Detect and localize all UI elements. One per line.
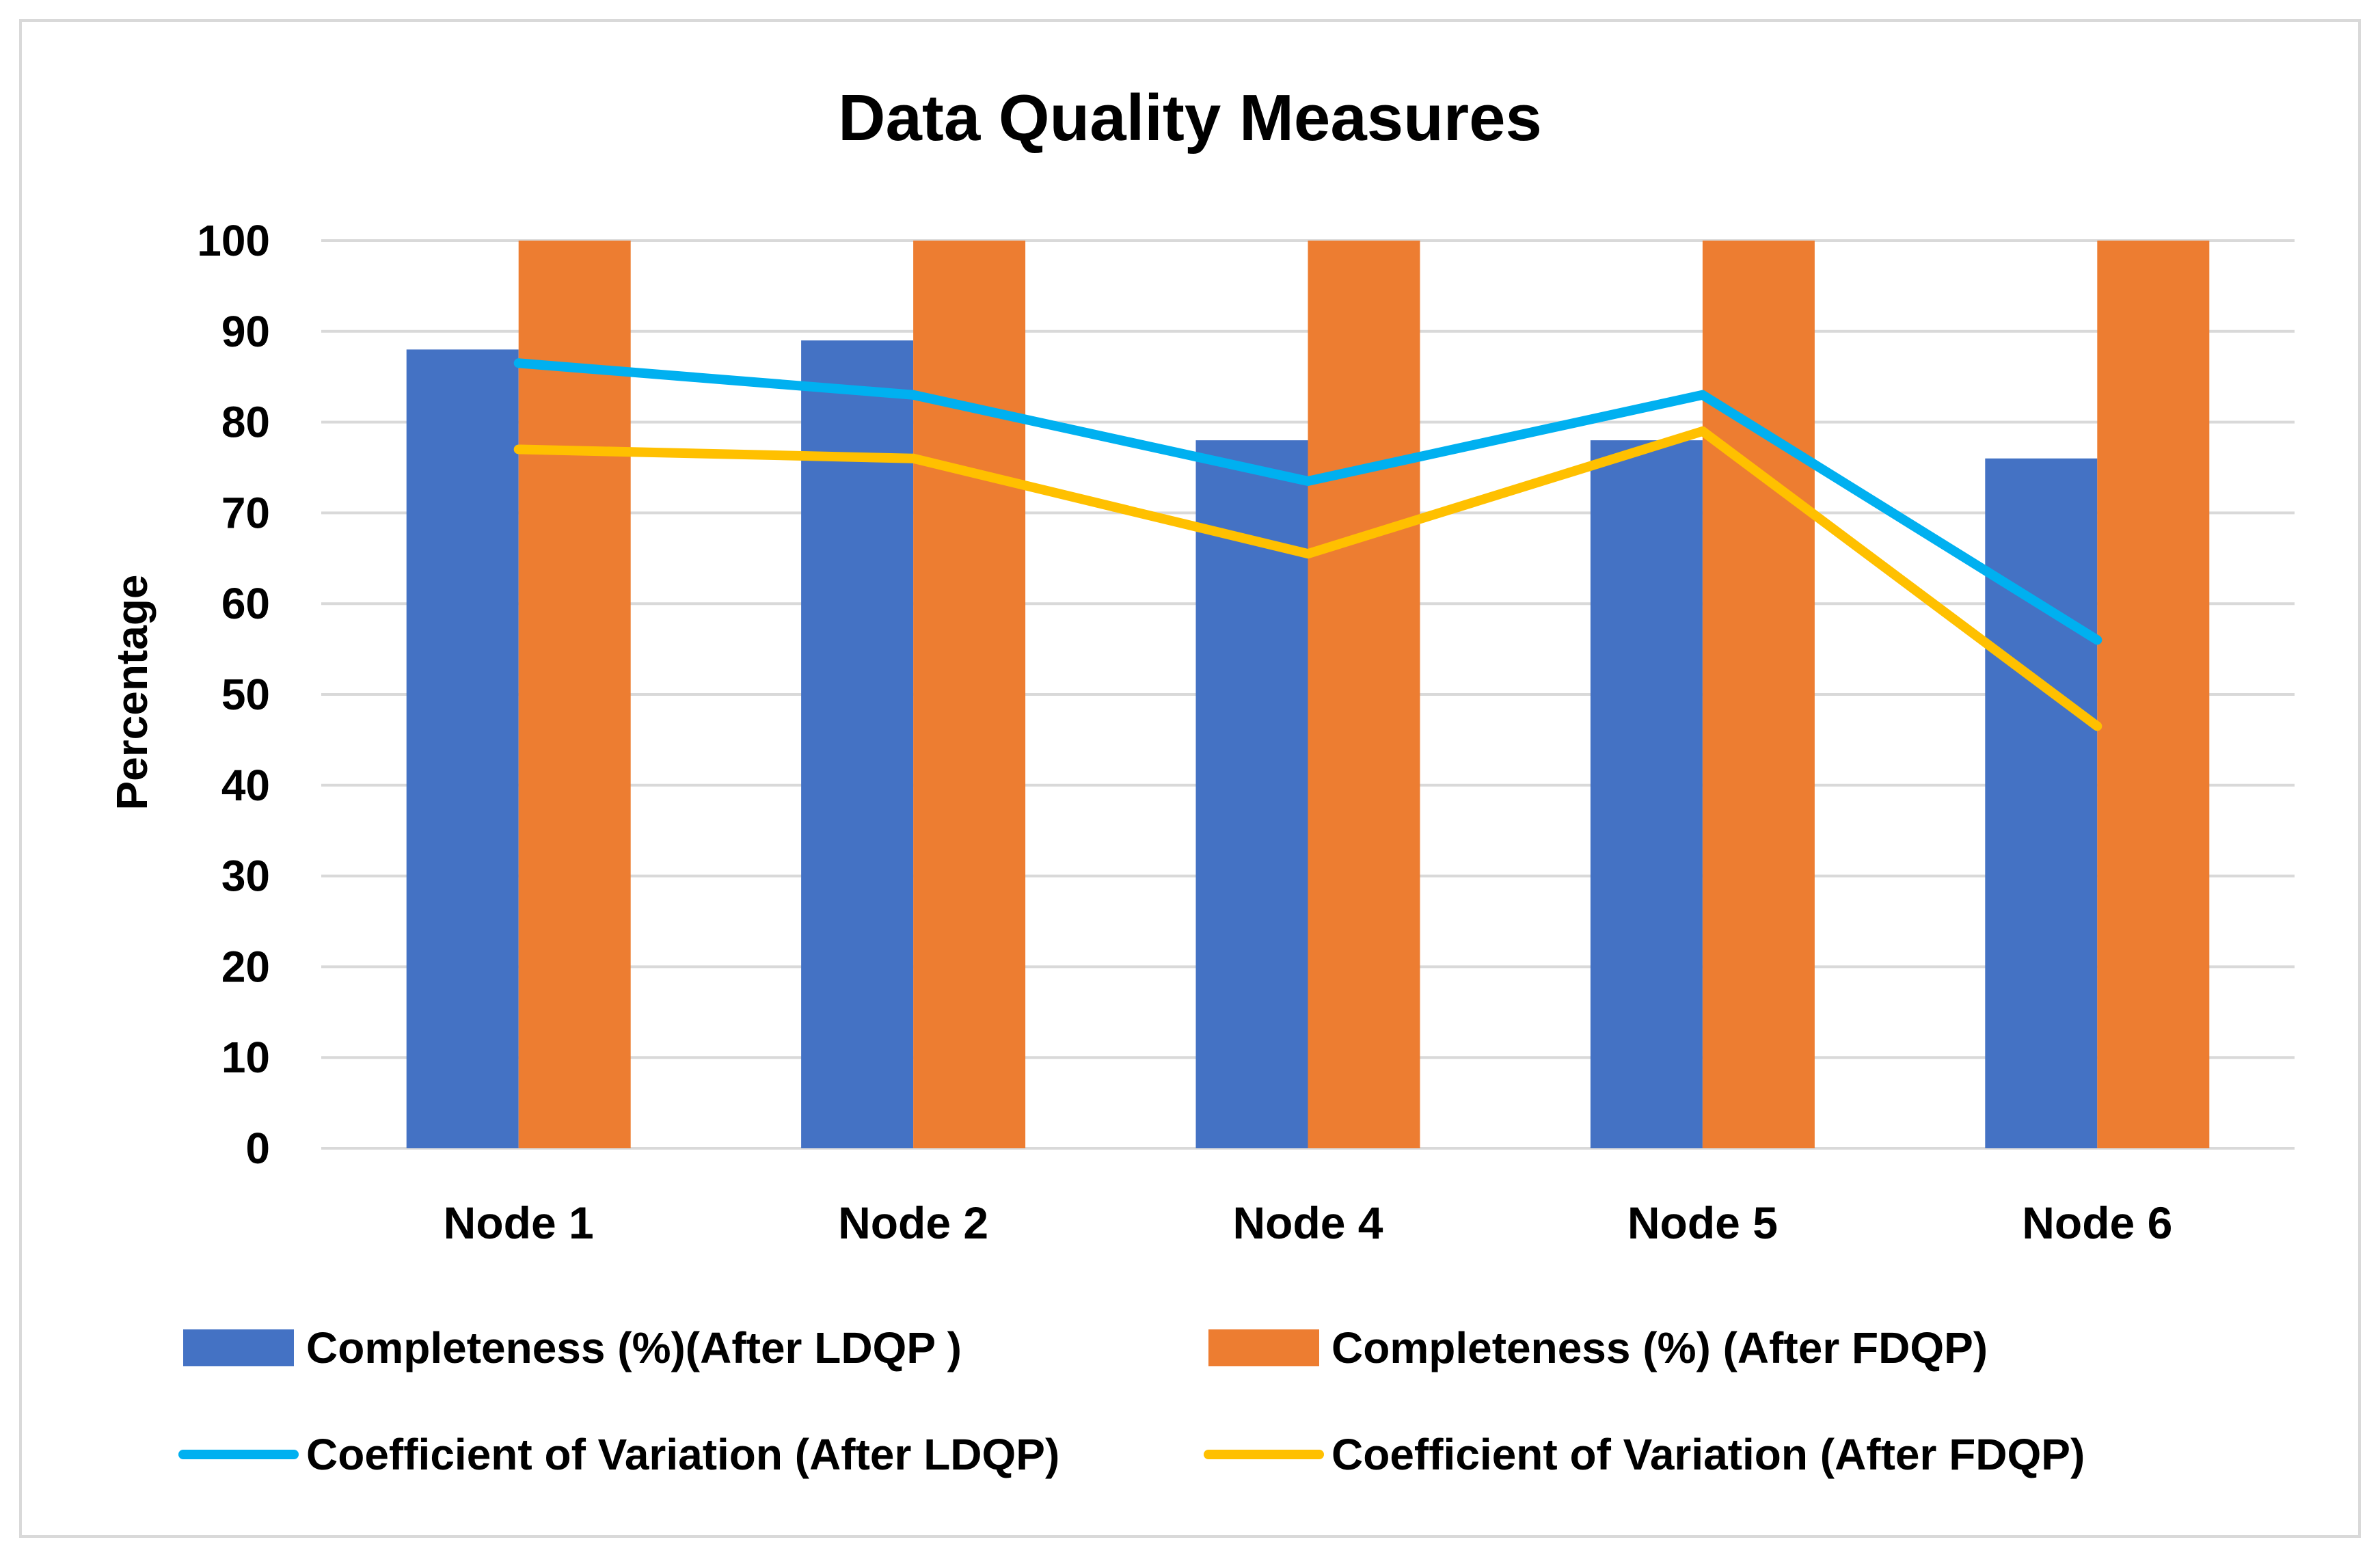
y-tick-label: 10	[221, 1033, 270, 1082]
legend-label: Completeness (%) (After FDQP)	[1331, 1323, 1988, 1372]
line-point-2-4	[2092, 635, 2102, 645]
bar-completeness-after-fdqp--3[interactable]	[1702, 241, 1815, 1148]
bar-completeness-after-fdqp--1[interactable]	[913, 241, 1026, 1148]
legend[interactable]: Completeness (%)(After LDQP ) Completenes…	[178, 1323, 2085, 1479]
y-axis-ticks: 0 10 20 30 40 50 60 70 80 90 100	[197, 216, 270, 1173]
line-point-2-1	[908, 390, 919, 400]
y-axis-label: Percentage	[107, 574, 157, 810]
y-tick-label: 30	[221, 852, 270, 901]
chart-title: Data Quality Measures	[838, 81, 1542, 154]
legend-item-0[interactable]: Completeness (%)(After LDQP )	[183, 1323, 962, 1372]
bar-completeness-after-ldqp--0[interactable]	[406, 349, 519, 1148]
y-tick-label: 60	[221, 579, 270, 628]
legend-swatch	[1208, 1329, 1319, 1366]
legend-label: Coefficient of Variation (After FDQP)	[1331, 1430, 2085, 1479]
y-tick-label: 100	[197, 216, 270, 265]
lines	[513, 358, 2102, 731]
line-point-2-2	[1303, 476, 1313, 486]
y-tick-label: 70	[221, 488, 270, 537]
legend-label: Coefficient of Variation (After LDQP)	[306, 1430, 1059, 1479]
legend-item-2[interactable]: Coefficient of Variation (After LDQP)	[178, 1430, 1059, 1479]
y-tick-label: 40	[221, 761, 270, 810]
line-point-2-0	[513, 358, 524, 368]
bar-completeness-after-ldqp--2[interactable]	[1195, 440, 1308, 1149]
x-category-label: Node 6	[2022, 1197, 2172, 1248]
bar-completeness-after-ldqp--3[interactable]	[1590, 440, 1703, 1149]
bar-completeness-after-ldqp--4[interactable]	[1985, 458, 2098, 1148]
y-tick-label: 0	[245, 1124, 270, 1173]
line-point-3-0	[513, 444, 524, 455]
bars	[406, 241, 2210, 1149]
line-point-3-4	[2092, 721, 2102, 731]
x-category-label: Node 4	[1232, 1197, 1383, 1248]
legend-item-1[interactable]: Completeness (%) (After FDQP)	[1208, 1323, 1988, 1372]
bar-completeness-after-fdqp--4[interactable]	[2097, 241, 2210, 1148]
bar-completeness-after-fdqp--0[interactable]	[518, 241, 631, 1148]
x-category-label: Node 1	[444, 1197, 594, 1248]
legend-item-3[interactable]: Coefficient of Variation (After FDQP)	[1204, 1430, 2085, 1479]
y-tick-label: 80	[221, 398, 270, 447]
x-axis-categories: Node 1 Node 2 Node 4 Node 5 Node 6	[444, 1197, 2173, 1248]
y-tick-label: 20	[221, 942, 270, 991]
bar-completeness-after-ldqp--1[interactable]	[801, 340, 914, 1149]
legend-label: Completeness (%)(After LDQP )	[306, 1323, 962, 1372]
x-category-label: Node 2	[838, 1197, 988, 1248]
y-tick-label: 90	[221, 307, 270, 356]
line-point-2-3	[1697, 390, 1707, 400]
line-point-3-2	[1303, 549, 1313, 559]
line-point-3-1	[908, 453, 919, 463]
legend-swatch	[183, 1329, 294, 1366]
line-point-3-3	[1697, 426, 1707, 436]
x-category-label: Node 5	[1627, 1197, 1778, 1248]
bar-completeness-after-fdqp--2[interactable]	[1308, 241, 1420, 1148]
y-tick-label: 50	[221, 670, 270, 719]
